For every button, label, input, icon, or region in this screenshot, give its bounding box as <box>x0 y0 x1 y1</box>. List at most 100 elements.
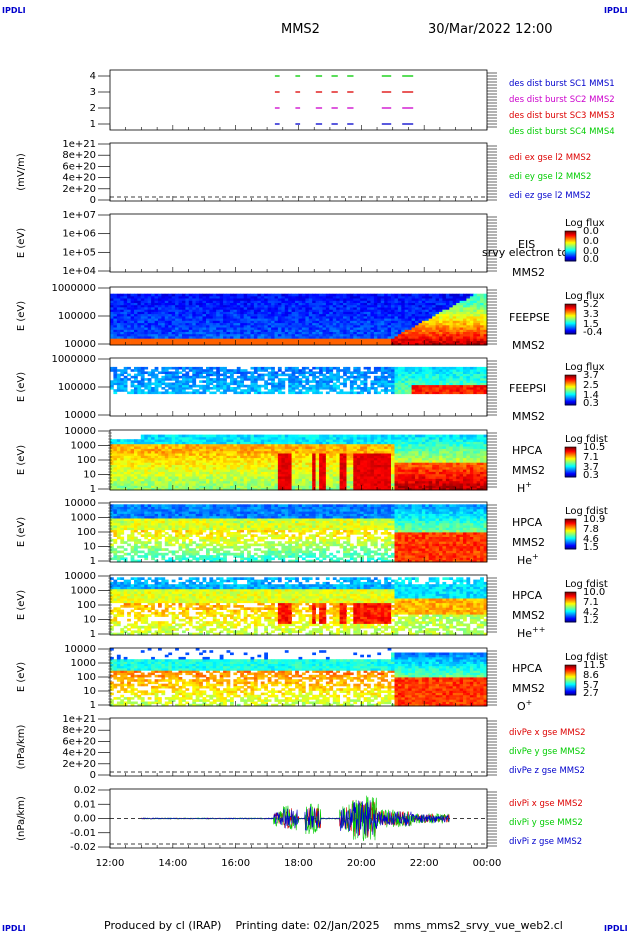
spacecraft-label: MMS2 <box>512 410 545 423</box>
y-tick-label: 6e+20 <box>62 161 96 172</box>
colorbar-tick: 3.7 <box>583 462 599 473</box>
y-tick-label: 100 <box>77 527 96 538</box>
colorbar-tick: 11.5 <box>583 660 605 671</box>
spacecraft-label: MMS2 <box>512 682 545 695</box>
panel-frame <box>109 142 488 202</box>
legend-entry: des dist burst SC4 MMS4 <box>509 127 615 137</box>
species-label: He+ <box>517 552 539 567</box>
y-tick-label: 2 <box>90 103 96 114</box>
footer-filename: mms_mms2_srvy_vue_web2.cl <box>393 919 563 932</box>
y-tick-label: -0.02 <box>70 842 96 853</box>
spacecraft-title: MMS2 <box>281 22 320 37</box>
spacecraft-label: MMS2 <box>512 266 545 279</box>
y-tick-label: 10 <box>83 542 96 553</box>
y-axis-label: E (eV) <box>16 662 27 692</box>
panel-5: E (eV) 10000 1000 100 10 1 HPCA MMS2 H+ <box>16 426 545 495</box>
instrument-label: HPCA <box>512 589 543 602</box>
y-tick-label: -0.01 <box>70 828 96 839</box>
x-tick-label: 16:00 <box>221 858 250 869</box>
y-tick-label: 10000 <box>64 644 96 655</box>
colorbar-tick: 3.3 <box>583 309 599 320</box>
corner-label-top-right: IPDLI <box>604 6 628 15</box>
y-tick-label: 4 <box>90 71 96 82</box>
footer-produced: Produced by cl (IRAP) <box>104 919 222 932</box>
footer: Produced by cl (IRAP) Printing date: 02/… <box>104 919 563 932</box>
colorbar-tick: -0.4 <box>583 327 603 338</box>
x-tick-label: 00:00 <box>473 858 502 869</box>
colorbar-title: Log flux <box>565 291 605 302</box>
y-tick-label: 1 <box>90 484 96 495</box>
datetime-title: 30/Mar/2022 12:00 <box>428 22 553 37</box>
y-tick-label: 10000 <box>64 339 96 350</box>
y-tick-label: 1000000 <box>51 283 96 294</box>
legend-entry: des dist burst SC1 MMS1 <box>509 79 615 89</box>
y-axis-label: E (eV) <box>16 445 27 475</box>
y-axis-label: (mV/m) <box>16 153 27 191</box>
y-tick-label: 100 <box>77 672 96 683</box>
legend-entry: edi ey gse l2 MMS2 <box>509 172 591 182</box>
colorbar-tick: 7.1 <box>583 597 599 608</box>
legend-entry: divPe y gse MMS2 <box>509 747 586 757</box>
y-tick-label: 1 <box>90 556 96 567</box>
y-tick-label: 1000 <box>71 658 96 669</box>
corner-label-bottom-right: IPDLI <box>604 924 628 933</box>
time-axis: 12:00 14:00 16:00 18:00 20:00 22:00 00:00 <box>96 858 502 869</box>
colorbar-tick: 10.9 <box>583 514 605 525</box>
y-tick-label: 1000 <box>71 441 96 452</box>
y-tick-label: 10000 <box>64 426 96 437</box>
y-tick-label: 8e+20 <box>62 725 96 736</box>
y-axis-label: E (eV) <box>16 228 27 258</box>
y-tick-label: 0.02 <box>74 785 96 796</box>
colorbar-tick: 0.0 <box>583 254 599 265</box>
y-tick-label: 10 <box>83 470 96 481</box>
colorbar-tick: 4.2 <box>583 607 599 618</box>
colorbar-tick: 1.4 <box>583 390 599 401</box>
y-tick-label: 1e+06 <box>62 229 96 240</box>
y-tick-label: 10 <box>83 686 96 697</box>
y-tick-label: 10000 <box>64 571 96 582</box>
colorbar-tick: 8.6 <box>583 670 599 681</box>
spacecraft-label: MMS2 <box>512 609 545 622</box>
y-tick-label: 0.00 <box>74 814 96 825</box>
panel-6: E (eV) 10000 1000 100 10 1 HPCA MMS2 He+ <box>16 498 545 567</box>
y-tick-label: 1e+21 <box>62 714 96 725</box>
colorbar-tick: 1.2 <box>583 615 599 626</box>
colorbar-tick: 1.5 <box>583 319 599 330</box>
panel-3: E (eV) 1000000 100000 10000 FEEPSE MMS2 <box>16 283 550 352</box>
y-tick-label: 1000 <box>71 513 96 524</box>
colorbar-tick: 0.3 <box>583 470 599 481</box>
panel-frame <box>109 69 488 131</box>
legend-entry: divPe z gse MMS2 <box>509 766 585 776</box>
y-axis-label: E (eV) <box>16 517 27 547</box>
y-axis-label: E (eV) <box>16 372 27 402</box>
panel-frame <box>109 213 488 273</box>
y-axis-label: (nPa/km) <box>16 796 27 841</box>
y-tick-label: 0 <box>90 770 96 781</box>
y-tick-label: 1 <box>90 700 96 711</box>
colorbar-tick: 7.8 <box>583 524 599 535</box>
colorbar-tick: 5.7 <box>583 680 599 691</box>
legend-entry: des dist burst SC3 MMS3 <box>509 111 615 121</box>
y-tick-label: 1000000 <box>51 354 96 365</box>
colorbar-tick: 5.2 <box>583 299 599 310</box>
colorbar-tick: 2.7 <box>583 688 599 699</box>
y-tick-label: 1 <box>90 629 96 640</box>
y-tick-label: 100 <box>77 600 96 611</box>
colorbar-tick: 2.5 <box>583 380 599 391</box>
y-axis-label: (nPa/km) <box>16 725 27 770</box>
y-tick-label: 4e+20 <box>62 748 96 759</box>
colorbar-title: Log fdist <box>565 579 608 590</box>
legend-entry: divPi x gse MMS2 <box>509 799 583 809</box>
y-tick-label: 1000 <box>71 586 96 597</box>
y-tick-label: 6e+20 <box>62 736 96 747</box>
instrument-label: EIS <box>518 238 535 251</box>
colorbar-title: Log flux <box>565 218 605 229</box>
panel-7: E (eV) 10000 1000 100 10 1 HPCA MMS2 He++ <box>16 571 545 640</box>
x-tick-label: 18:00 <box>284 858 313 869</box>
